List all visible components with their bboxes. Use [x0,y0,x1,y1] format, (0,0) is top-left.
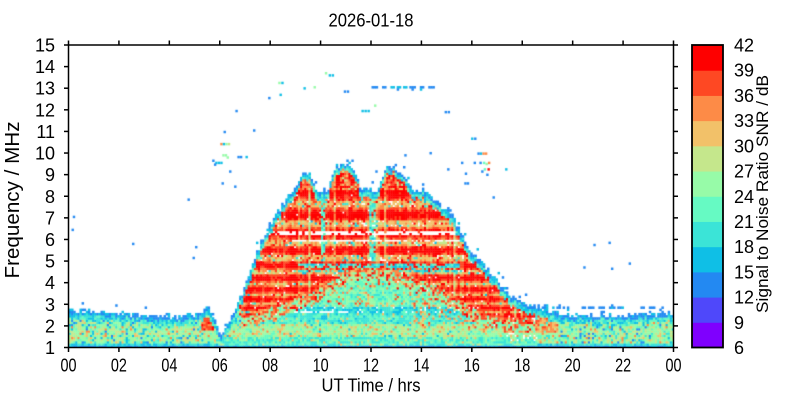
svg-text:16: 16 [464,356,480,376]
svg-text:12: 12 [734,288,754,308]
svg-text:10: 10 [313,356,329,376]
svg-text:33: 33 [734,111,754,131]
svg-text:06: 06 [212,356,228,376]
svg-text:00: 00 [666,356,682,376]
svg-text:15: 15 [35,36,55,56]
svg-text:9: 9 [45,165,55,185]
svg-text:13: 13 [35,79,55,99]
svg-text:8: 8 [45,187,55,207]
svg-text:36: 36 [734,86,754,106]
svg-text:21: 21 [734,212,754,232]
svg-text:Frequency / MHz: Frequency / MHz [2,122,24,279]
svg-text:2026-01-18: 2026-01-18 [329,11,414,31]
svg-text:22: 22 [615,356,631,376]
svg-text:04: 04 [161,356,177,376]
svg-text:6: 6 [45,230,55,250]
svg-text:6: 6 [734,338,744,358]
svg-text:7: 7 [45,208,55,228]
svg-text:18: 18 [734,237,754,257]
svg-text:11: 11 [36,122,55,142]
svg-text:02: 02 [111,356,127,376]
svg-text:18: 18 [514,356,530,376]
svg-text:2: 2 [45,316,55,336]
svg-text:20: 20 [565,356,581,376]
svg-text:12: 12 [363,356,379,376]
svg-text:30: 30 [734,136,754,156]
svg-text:14: 14 [413,356,429,376]
svg-text:24: 24 [734,187,754,207]
svg-text:10: 10 [35,144,55,164]
svg-text:42: 42 [734,36,754,56]
svg-text:00: 00 [61,356,77,376]
svg-text:15: 15 [734,262,754,282]
svg-text:14: 14 [35,57,55,77]
svg-text:12: 12 [35,100,55,120]
svg-text:3: 3 [45,295,55,315]
svg-text:UT Time / hrs: UT Time / hrs [322,376,421,396]
svg-text:27: 27 [734,162,754,182]
svg-text:39: 39 [734,61,754,81]
svg-text:5: 5 [45,252,55,272]
svg-text:1: 1 [45,338,55,358]
svg-text:Signal to Noise Ratio SNR / dB: Signal to Noise Ratio SNR / dB [753,75,772,313]
svg-text:4: 4 [45,273,55,293]
svg-text:08: 08 [262,356,278,376]
svg-text:9: 9 [734,313,744,333]
